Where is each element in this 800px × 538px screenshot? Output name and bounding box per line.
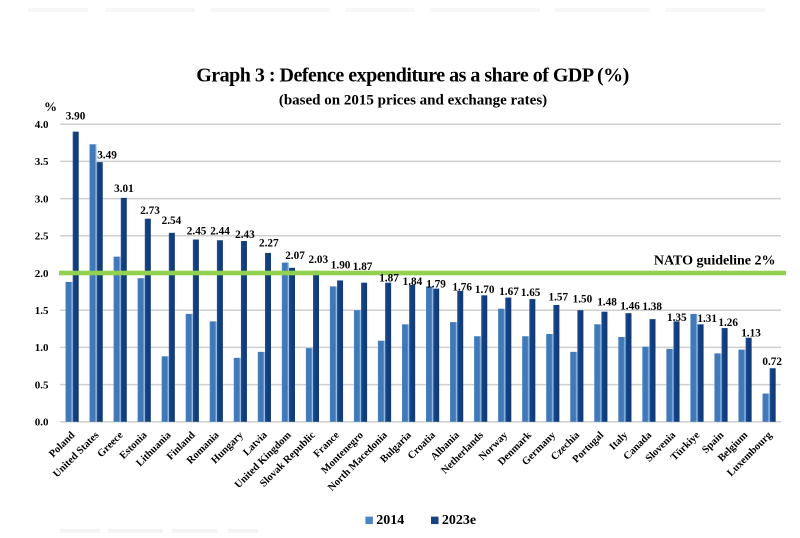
svg-text:2.45: 2.45: [187, 226, 207, 238]
svg-text:NATO guideline 2%: NATO guideline 2%: [654, 254, 776, 269]
svg-text:3.90: 3.90: [66, 111, 86, 123]
svg-text:2.27: 2.27: [259, 238, 279, 250]
svg-text:2.54: 2.54: [162, 215, 182, 227]
svg-text:1.26: 1.26: [718, 317, 738, 329]
svg-text:2.0: 2.0: [35, 268, 49, 280]
svg-text:3.5: 3.5: [35, 156, 49, 168]
svg-text:2.44: 2.44: [210, 226, 230, 238]
svg-text:(based on 2015 prices and exch: (based on 2015 prices and exchange rates…: [279, 92, 547, 108]
svg-text:2014: 2014: [376, 513, 404, 528]
svg-text:1.84: 1.84: [403, 276, 423, 288]
svg-text:1.87: 1.87: [379, 273, 399, 285]
svg-text:2.07: 2.07: [285, 250, 305, 262]
svg-text:2023e: 2023e: [442, 513, 476, 528]
svg-text:1.0: 1.0: [35, 342, 49, 354]
svg-text:1.87: 1.87: [353, 261, 373, 273]
svg-text:1.38: 1.38: [642, 301, 662, 313]
svg-text:1.48: 1.48: [597, 297, 617, 309]
svg-text:1.31: 1.31: [697, 313, 717, 325]
svg-text:%: %: [44, 99, 57, 114]
svg-text:1.5: 1.5: [35, 305, 49, 317]
svg-text:3.0: 3.0: [35, 193, 49, 205]
svg-text:2.5: 2.5: [35, 231, 49, 243]
svg-text:1.90: 1.90: [331, 260, 351, 272]
svg-text:4.0: 4.0: [35, 119, 49, 131]
svg-text:3.49: 3.49: [97, 149, 117, 161]
svg-text:1.79: 1.79: [426, 279, 446, 291]
svg-text:1.46: 1.46: [620, 301, 640, 313]
svg-text:0.72: 0.72: [762, 356, 782, 368]
svg-text:1.65: 1.65: [521, 287, 541, 299]
svg-text:1.13: 1.13: [741, 328, 761, 340]
svg-text:2.43: 2.43: [235, 229, 255, 241]
svg-text:Graph 3 : Defence expenditure: Graph 3 : Defence expenditure as a share…: [196, 64, 629, 86]
svg-text:3.01: 3.01: [114, 183, 134, 195]
svg-text:1.50: 1.50: [573, 293, 593, 305]
svg-text:1.76: 1.76: [452, 281, 472, 293]
svg-text:0.5: 0.5: [35, 379, 49, 391]
svg-text:1.35: 1.35: [667, 312, 687, 324]
svg-text:2.73: 2.73: [140, 205, 160, 217]
svg-text:1.67: 1.67: [499, 286, 519, 298]
svg-text:0.0: 0.0: [35, 417, 49, 429]
svg-text:2.03: 2.03: [309, 254, 329, 266]
svg-text:1.70: 1.70: [475, 284, 495, 296]
svg-text:1.57: 1.57: [549, 292, 569, 304]
